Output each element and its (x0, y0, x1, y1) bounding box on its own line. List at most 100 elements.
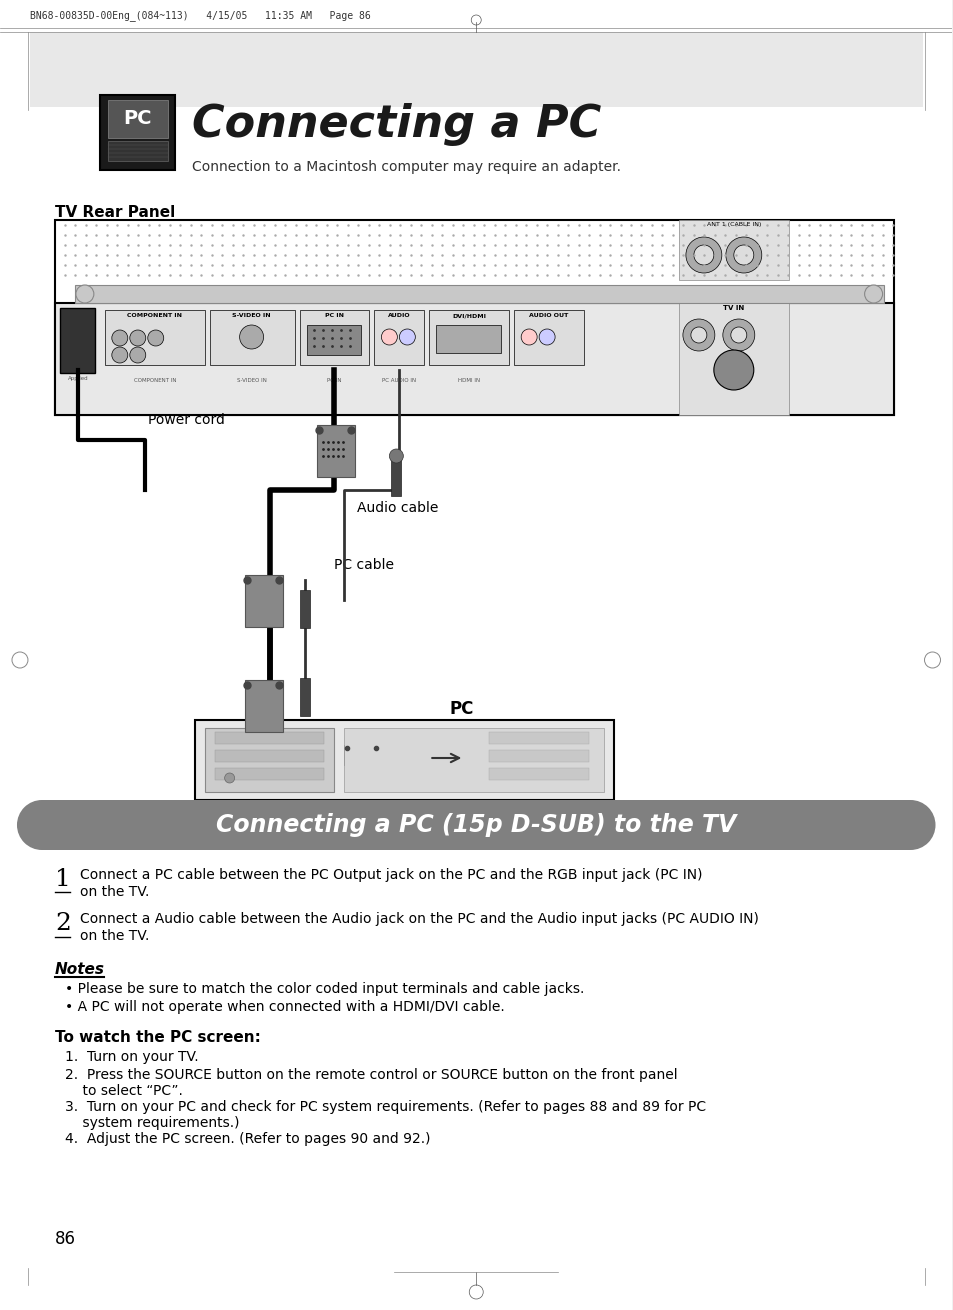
Bar (436, 325, 500, 352)
FancyArrowPatch shape (432, 753, 458, 762)
Circle shape (148, 330, 164, 346)
Text: to select “PC”.: to select “PC”. (65, 1083, 183, 1098)
Circle shape (224, 773, 234, 783)
Bar (205, 728, 335, 793)
Text: 2: 2 (55, 912, 71, 935)
Bar (299, 590, 309, 627)
Text: Connection to a Macintosh computer may require an adapter.: Connection to a Macintosh computer may r… (192, 160, 620, 174)
Text: DVI/HDMI: DVI/HDMI (452, 313, 486, 318)
Text: on the TV.: on the TV. (80, 929, 149, 943)
Text: Connecting a PC (15p D-SUB) to the TV: Connecting a PC (15p D-SUB) to the TV (215, 814, 736, 837)
Bar (317, 424, 355, 477)
Text: 3.  Turn on your PC and check for PC system requirements. (Refer to pages 88 and: 3. Turn on your PC and check for PC syst… (65, 1100, 705, 1113)
Text: TV Rear Panel: TV Rear Panel (55, 204, 175, 220)
Text: • Please be sure to match the color coded input terminals and cable jacks.: • Please be sure to match the color code… (65, 982, 583, 996)
Circle shape (17, 800, 67, 850)
Circle shape (130, 330, 146, 346)
Circle shape (112, 330, 128, 346)
Text: 1: 1 (55, 869, 71, 891)
Bar (55, 303, 893, 415)
Bar (214, 768, 324, 779)
Text: To watch the PC screen:: To watch the PC screen: (55, 1030, 260, 1045)
Text: Connecting a PC: Connecting a PC (192, 103, 600, 147)
Bar (60, 308, 94, 373)
Bar (489, 751, 588, 762)
Circle shape (733, 245, 753, 265)
Text: on the TV.: on the TV. (80, 886, 149, 899)
Text: COMPONENT IN: COMPONENT IN (127, 313, 182, 318)
Circle shape (863, 286, 882, 303)
Text: S-VIDEO IN: S-VIDEO IN (236, 379, 266, 383)
Text: 86: 86 (55, 1230, 76, 1248)
Text: PC cable: PC cable (335, 558, 394, 572)
Text: PC AUDIO IN: PC AUDIO IN (382, 379, 416, 383)
Circle shape (725, 237, 761, 272)
Bar (55, 220, 893, 415)
Bar (514, 310, 583, 365)
Text: 2.  Press the SOURCE button on the remote control or SOURCE button on the front : 2. Press the SOURCE button on the remote… (65, 1068, 677, 1082)
Text: Connect a PC cable between the PC Output jack on the PC and the RGB input jack (: Connect a PC cable between the PC Output… (80, 869, 701, 882)
Text: Notes: Notes (55, 962, 105, 977)
Text: HDMI IN: HDMI IN (457, 379, 479, 383)
Circle shape (884, 800, 935, 850)
Text: COMPONENT IN: COMPONENT IN (133, 379, 175, 383)
Text: PC: PC (123, 110, 152, 128)
Circle shape (76, 286, 93, 303)
Bar (30, 31, 922, 107)
Text: AUDIO: AUDIO (388, 313, 410, 318)
Bar (374, 310, 424, 365)
Circle shape (730, 328, 746, 343)
Circle shape (682, 320, 714, 351)
Bar (489, 732, 588, 744)
Bar (391, 458, 401, 496)
Bar (210, 310, 294, 365)
Circle shape (685, 237, 721, 272)
Bar (299, 310, 369, 365)
Bar (299, 679, 309, 717)
Text: 1.  Turn on your TV.: 1. Turn on your TV. (65, 1051, 198, 1064)
Bar (74, 286, 882, 303)
Bar (100, 96, 174, 170)
Circle shape (538, 329, 555, 345)
Bar (679, 303, 788, 415)
Bar (108, 100, 168, 138)
Circle shape (112, 347, 128, 363)
Bar (344, 728, 603, 793)
Bar (344, 745, 379, 765)
Circle shape (690, 328, 706, 343)
Circle shape (722, 320, 754, 351)
Bar (429, 310, 509, 365)
Bar (42, 800, 909, 850)
Text: ANT 1 (CABLE IN): ANT 1 (CABLE IN) (706, 221, 760, 227)
Bar (306, 325, 361, 355)
Text: • A PC will not operate when connected with a HDMI/DVI cable.: • A PC will not operate when connected w… (65, 1000, 504, 1014)
Text: Audio cable: Audio cable (357, 500, 438, 515)
Text: S-VIDEO IN: S-VIDEO IN (232, 313, 271, 318)
Text: Connect a Audio cable between the Audio jack on the PC and the Audio input jacks: Connect a Audio cable between the Audio … (80, 912, 758, 926)
Circle shape (239, 325, 263, 348)
Circle shape (713, 350, 753, 390)
Circle shape (389, 449, 403, 462)
Text: PC: PC (449, 700, 473, 718)
Text: Applied: Applied (68, 376, 88, 381)
Text: BN68-00835D-00Eng_(084~113)   4/15/05   11:35 AM   Page 86: BN68-00835D-00Eng_(084~113) 4/15/05 11:3… (30, 10, 371, 21)
Text: system requirements.): system requirements.) (65, 1116, 239, 1131)
Bar (105, 310, 205, 365)
Text: PC IN: PC IN (325, 313, 344, 318)
Circle shape (381, 329, 397, 345)
Text: 4.  Adjust the PC screen. (Refer to pages 90 and 92.): 4. Adjust the PC screen. (Refer to pages… (65, 1132, 430, 1146)
Text: Power cord: Power cord (148, 413, 224, 427)
Text: AUDIO OUT: AUDIO OUT (529, 313, 568, 318)
Bar (489, 768, 588, 779)
Circle shape (130, 347, 146, 363)
Text: PC IN: PC IN (327, 379, 341, 383)
Bar (244, 575, 282, 627)
Bar (214, 732, 324, 744)
Bar (194, 721, 614, 800)
Bar (244, 680, 282, 732)
Bar (214, 751, 324, 762)
Bar (108, 141, 168, 161)
Circle shape (693, 245, 713, 265)
Circle shape (399, 329, 415, 345)
Bar (679, 220, 788, 280)
